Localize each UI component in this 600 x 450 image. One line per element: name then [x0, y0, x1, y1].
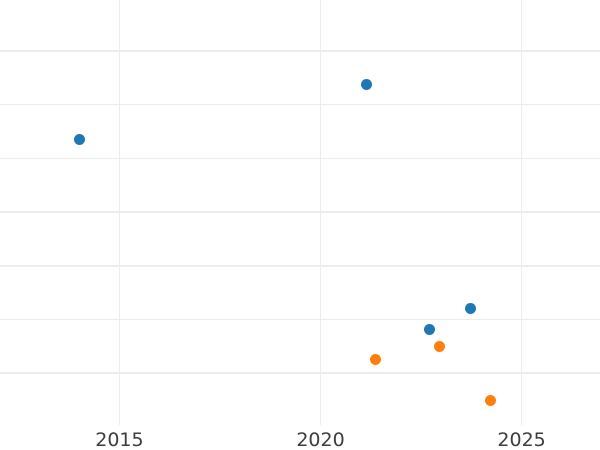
orange-series-point[interactable] [433, 341, 445, 353]
blue-series-point[interactable] [423, 324, 435, 336]
horizontal-gridline [0, 157, 600, 160]
vertical-gridline [520, 0, 523, 425]
x-tick-label: 2020 [296, 429, 345, 450]
horizontal-gridline [0, 50, 600, 52]
x-tick-label: 2015 [95, 429, 144, 450]
vertical-gridline [118, 0, 121, 425]
horizontal-gridline [0, 372, 600, 374]
horizontal-gridline [0, 318, 600, 321]
vertical-gridline [319, 0, 322, 425]
blue-series-point[interactable] [465, 303, 477, 315]
orange-series-point[interactable] [485, 395, 497, 407]
horizontal-gridline [0, 265, 600, 267]
horizontal-gridline [0, 103, 600, 106]
x-tick-label: 2025 [497, 429, 546, 450]
blue-series-point[interactable] [361, 79, 373, 91]
horizontal-gridline [0, 211, 600, 213]
blue-series-point[interactable] [73, 133, 85, 145]
orange-series-point[interactable] [369, 354, 381, 366]
